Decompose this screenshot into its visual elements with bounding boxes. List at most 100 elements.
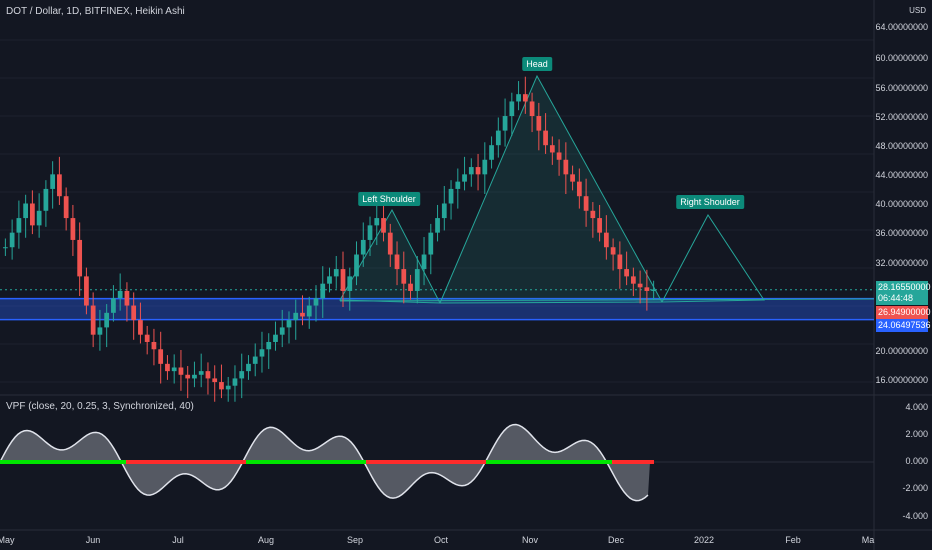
right-shoulder-triangle (661, 214, 765, 303)
indicator-signal-bar (138, 460, 144, 464)
candle-body (124, 290, 130, 306)
indicator-signal-bar (270, 460, 276, 464)
candle-body (97, 327, 103, 335)
candle-body (144, 334, 150, 342)
candle-body (597, 218, 602, 233)
indicator-signal-bar (96, 460, 102, 464)
candle-body (70, 218, 76, 240)
candle-body (3, 247, 8, 249)
indicator-signal-bar (510, 460, 516, 464)
indicator-signal-bar (276, 460, 282, 464)
indicator-signal-bar (384, 460, 390, 464)
candle-body (630, 276, 636, 284)
candle-body (516, 94, 521, 102)
indicator-legend-title[interactable]: VPF (close, 20, 0.25, 3, Synchronized, 4… (6, 401, 194, 412)
time-tick-label: Aug (257, 535, 275, 545)
indicator-signal-bar (438, 460, 444, 464)
indicator-tick-label: -2.000 (902, 483, 928, 493)
indicator-signal-bar (612, 460, 618, 464)
indicator-signal-bar (180, 460, 186, 464)
indicator-signal-bar (372, 460, 378, 464)
price-tick-label: 48.00000000 (875, 141, 928, 151)
indicator-signal-bar (258, 460, 264, 464)
candle-body (192, 374, 197, 379)
indicator-signal-bar (564, 460, 570, 464)
indicator-signal-bar (300, 460, 306, 464)
indicator-signal-bar (6, 460, 12, 464)
price-tick-label: 64.00000000 (875, 22, 928, 32)
candle-body (57, 174, 62, 197)
time-tick-label: Feb (785, 535, 801, 545)
indicator-signal-bar (444, 460, 450, 464)
candle-body (502, 116, 508, 131)
neckline (339, 298, 875, 302)
last-price-tag: 28.16550000 (876, 281, 931, 294)
indicator-signal-bar (474, 460, 480, 464)
indicator-signal-bar (504, 460, 510, 464)
indicator-signal-bar (168, 460, 174, 464)
right-shoulder-label[interactable]: Right Shoulder (676, 195, 744, 209)
candle-body (576, 181, 582, 197)
candle-body (549, 145, 555, 153)
time-tick-label: Jul (172, 535, 184, 545)
indicator-signal-bar (366, 460, 372, 464)
candle-body (131, 305, 137, 321)
candle-body (475, 167, 481, 175)
candle-body (563, 159, 569, 175)
indicator-signal-bar (294, 460, 300, 464)
indicator-signal-bar (90, 460, 96, 464)
indicator-signal-bar (486, 460, 492, 464)
indicator-signal-bar (210, 460, 216, 464)
indicator-signal-bar (420, 460, 426, 464)
indicator-signal-bar (306, 460, 312, 464)
indicator-signal-bar (426, 460, 432, 464)
candle-body (536, 116, 542, 131)
indicator-signal-bar (390, 460, 396, 464)
candle-body (23, 203, 29, 219)
time-tick-label: Jun (85, 535, 101, 545)
candle-body (543, 130, 548, 146)
candle-body (435, 218, 440, 233)
indicator-signal-bar (126, 460, 132, 464)
indicator-signal-bar (72, 460, 78, 464)
candle-body (583, 196, 589, 211)
candle-body (16, 218, 22, 233)
indicator-signal-bar (348, 460, 354, 464)
price-tick-label: 52.00000000 (875, 112, 928, 122)
chart-legend-title[interactable]: DOT / Dollar, 1D, BITFINEX, Heikin Ashi (6, 6, 185, 17)
indicator-signal-bar (642, 460, 648, 464)
candle-body (225, 385, 231, 390)
candle-body (394, 254, 400, 270)
indicator-signal-bar (222, 460, 228, 464)
candle-body (327, 276, 332, 284)
indicator-signal-bar (600, 460, 606, 464)
time-tick-label: Oct (433, 535, 449, 545)
candle-body (259, 349, 265, 357)
candle-body (165, 363, 170, 372)
candle-body (104, 312, 110, 328)
indicator-signal-bar (402, 460, 408, 464)
candle-body (333, 269, 339, 277)
head-label[interactable]: Head (522, 57, 552, 71)
support-band (0, 298, 874, 320)
indicator-signal-bar (312, 460, 318, 464)
candle-body (246, 363, 251, 372)
indicator-signal-bar (12, 460, 18, 464)
candle-body (212, 378, 218, 383)
indicator-signal-bar (30, 460, 36, 464)
left-shoulder-label[interactable]: Left Shoulder (358, 192, 420, 206)
indicator-signal-bar (264, 460, 270, 464)
indicator-signal-bar (330, 460, 336, 464)
currency-label: USD (909, 6, 926, 15)
indicator-signal-bar (204, 460, 210, 464)
indicator-signal-bar (552, 460, 558, 464)
indicator-signal-bar (450, 460, 456, 464)
indicator-signal-bar (636, 460, 642, 464)
candle-body (138, 320, 143, 335)
level-red-tag: 26.94900000 (876, 306, 931, 319)
indicator-signal-bar (198, 460, 204, 464)
indicator-signal-bar (252, 460, 258, 464)
candle-body (367, 225, 373, 240)
